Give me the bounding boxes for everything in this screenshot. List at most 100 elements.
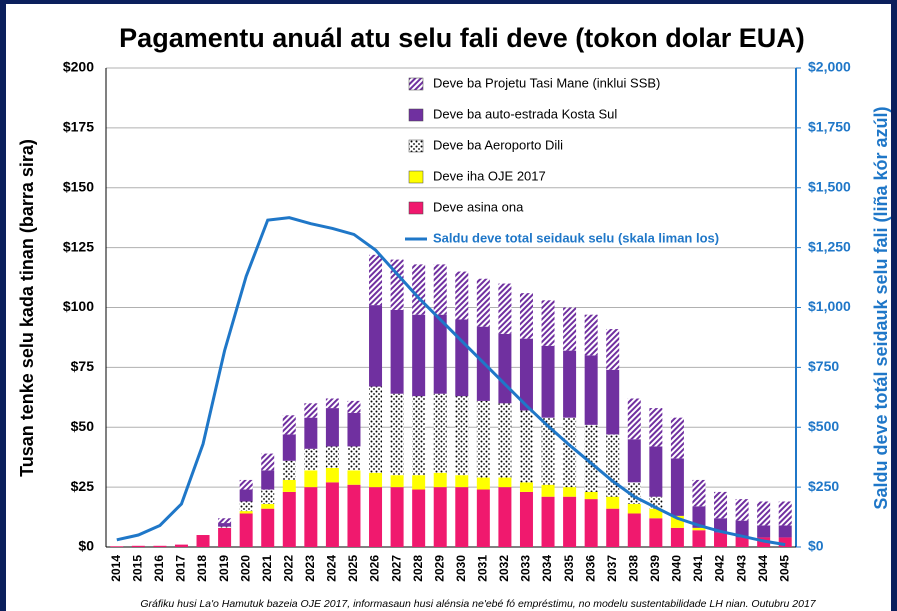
bar-segment bbox=[412, 396, 426, 476]
bar-segment bbox=[390, 475, 404, 488]
bar-segment bbox=[282, 434, 296, 461]
bar-segment bbox=[325, 446, 339, 468]
bar-segment bbox=[627, 439, 641, 483]
chart-title: Pagamentu anuál atu selu fali deve (toko… bbox=[119, 23, 805, 53]
bar-segment bbox=[347, 446, 361, 471]
bar-segment bbox=[692, 479, 706, 507]
bar-segment bbox=[369, 472, 383, 488]
x-tick-label: 2027 bbox=[389, 555, 403, 582]
bar-segment bbox=[563, 487, 577, 497]
bar-segment bbox=[325, 408, 339, 447]
footnote: Gráfiku husi La'o Hamutuk bazeia OJE 201… bbox=[140, 598, 816, 610]
x-tick-label: 2025 bbox=[346, 555, 360, 582]
bar-segment bbox=[670, 417, 684, 459]
bar-segment bbox=[476, 278, 490, 327]
bar-segment bbox=[649, 446, 663, 497]
bar-segment bbox=[304, 417, 318, 449]
bar-segment bbox=[412, 314, 426, 397]
bar-segment bbox=[218, 526, 232, 528]
bar-segment bbox=[692, 530, 706, 547]
bar-segment bbox=[519, 410, 533, 483]
bar-segment bbox=[455, 475, 469, 488]
bar-segment bbox=[649, 508, 663, 519]
y-axis-title: Tusan tenke selu kada tinan (barra sira) bbox=[17, 139, 37, 477]
y2-tick-label: $1,500 bbox=[808, 178, 851, 194]
x-tick-label: 2040 bbox=[670, 555, 684, 582]
bar-segment bbox=[369, 487, 383, 547]
bar-segment bbox=[476, 400, 490, 478]
x-tick-label: 2020 bbox=[238, 555, 252, 582]
bar-segment bbox=[304, 403, 318, 418]
x-tick-label: 2029 bbox=[432, 555, 446, 582]
x-tick-label: 2017 bbox=[174, 555, 188, 582]
x-tick-label: 2015 bbox=[131, 555, 145, 582]
bar-segment bbox=[196, 535, 210, 547]
x-tick-label: 2021 bbox=[260, 555, 274, 582]
bar-segment bbox=[735, 537, 749, 547]
bar-segment bbox=[498, 487, 512, 547]
bar-segment bbox=[153, 545, 167, 547]
bar-segment bbox=[670, 527, 684, 547]
x-tick-label: 2032 bbox=[497, 555, 511, 582]
bar-segment bbox=[519, 338, 533, 411]
bar-segment bbox=[563, 350, 577, 418]
legend-swatch bbox=[408, 201, 424, 215]
bar-segment bbox=[347, 484, 361, 547]
bar-segment bbox=[433, 314, 447, 394]
bar-segment bbox=[735, 499, 749, 521]
bar-segment bbox=[347, 412, 361, 447]
bar-segment bbox=[584, 355, 598, 425]
x-tick-label: 2024 bbox=[325, 555, 339, 582]
bar-segment bbox=[455, 271, 469, 320]
bar-segment bbox=[541, 496, 555, 547]
bar-segment bbox=[778, 501, 792, 526]
bar-segment bbox=[606, 508, 620, 547]
legend-swatch bbox=[408, 170, 424, 184]
bar-segment bbox=[627, 513, 641, 547]
y2-axis-title: Saldu deve totál seidauk selu fali (liña… bbox=[871, 106, 891, 509]
bar-segment bbox=[476, 489, 490, 547]
y-tick-label: $50 bbox=[71, 418, 95, 434]
bar-segment bbox=[584, 314, 598, 356]
x-tick-label: 2034 bbox=[540, 555, 554, 582]
bar-segment bbox=[261, 470, 275, 490]
x-tick-label: 2018 bbox=[195, 555, 209, 582]
x-tick-label: 2019 bbox=[217, 555, 231, 582]
legend-label: Deve ba auto-estrada Kosta Sul bbox=[433, 106, 617, 121]
bar-segment bbox=[218, 518, 232, 524]
x-tick-label: 2016 bbox=[152, 555, 166, 582]
bar-segment bbox=[778, 525, 792, 538]
bar-segment bbox=[433, 393, 447, 473]
y-tick-label: $150 bbox=[63, 178, 94, 194]
bar-segment bbox=[218, 523, 232, 527]
bar-segment bbox=[369, 305, 383, 387]
y2-tick-label: $0 bbox=[808, 538, 824, 554]
bar-segment bbox=[670, 515, 684, 528]
bar-segment bbox=[519, 482, 533, 492]
bar-segment bbox=[239, 479, 253, 490]
bar-segment bbox=[541, 484, 555, 497]
x-tick-label: 2042 bbox=[713, 555, 727, 582]
y2-tick-label: $2,000 bbox=[808, 59, 851, 75]
bar-segment bbox=[584, 491, 598, 500]
legend-swatch bbox=[408, 77, 424, 91]
y2-tick-label: $1,250 bbox=[808, 238, 851, 254]
bar-segment bbox=[239, 513, 253, 547]
bar-segment bbox=[282, 491, 296, 547]
bar-segment bbox=[347, 400, 361, 413]
x-tick-label: 2028 bbox=[411, 555, 425, 582]
bar-segment bbox=[714, 491, 728, 519]
bar-segment bbox=[627, 398, 641, 440]
bar-segment bbox=[390, 309, 404, 394]
y2-tick-label: $1,000 bbox=[808, 298, 851, 314]
bar-segment bbox=[261, 503, 275, 509]
y-tick-label: $100 bbox=[63, 298, 94, 314]
bar-segment bbox=[261, 508, 275, 547]
x-tick-label: 2014 bbox=[109, 555, 123, 582]
bar-segment bbox=[735, 520, 749, 538]
x-tick-label: 2036 bbox=[583, 555, 597, 582]
bar-segment bbox=[304, 448, 318, 471]
bar-segment bbox=[174, 544, 188, 547]
bar-segment bbox=[325, 482, 339, 547]
y-tick-label: $125 bbox=[63, 238, 94, 254]
